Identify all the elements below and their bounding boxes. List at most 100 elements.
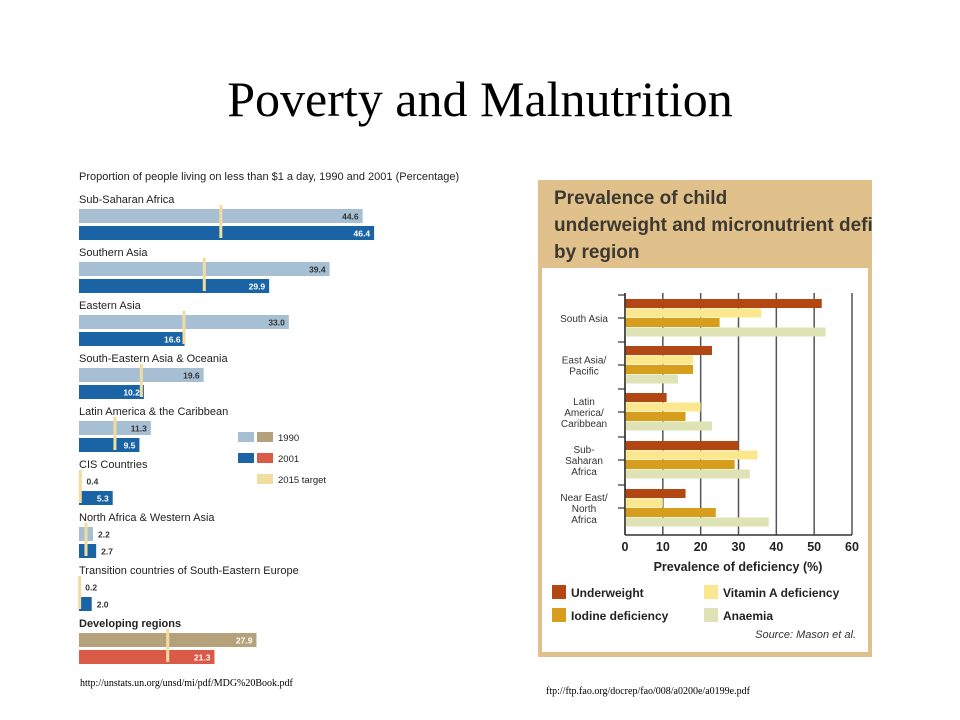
data-label: 29.9 bbox=[249, 282, 266, 292]
legend-label: 1990 bbox=[278, 433, 299, 444]
data-label: 2.2 bbox=[98, 530, 110, 540]
legend-swatch bbox=[257, 432, 273, 442]
category-label: North bbox=[572, 504, 596, 515]
category-label: Caribbean bbox=[561, 419, 607, 430]
legend-label: 2015 target bbox=[278, 475, 326, 486]
bar-2001 bbox=[79, 491, 113, 505]
data-label: 33.0 bbox=[268, 318, 285, 328]
malnutrition-chart: Prevalence of child underweight and micro… bbox=[538, 180, 872, 657]
data-label: 0.2 bbox=[85, 583, 97, 593]
legend-label: Iodine deficiency bbox=[571, 609, 669, 623]
legend-label: Underweight bbox=[571, 586, 644, 600]
data-label: 19.6 bbox=[183, 371, 200, 381]
bar-anaemia bbox=[625, 517, 769, 527]
category-label: Southern Asia bbox=[79, 247, 148, 259]
data-label: 46.4 bbox=[354, 229, 371, 239]
bar-2001 bbox=[79, 226, 375, 240]
legend-swatch bbox=[552, 585, 566, 599]
data-label: 21.3 bbox=[194, 653, 211, 663]
target-marker bbox=[139, 364, 143, 397]
source-note: Source: Mason et al. bbox=[755, 629, 856, 641]
legend-swatch bbox=[704, 585, 718, 599]
bar-vitamin-a-deficiency bbox=[625, 498, 663, 508]
bar-underweight bbox=[625, 299, 822, 308]
bar-underweight bbox=[625, 346, 713, 355]
target-marker bbox=[113, 417, 117, 450]
source-url-left: http://unstats.un.org/unsd/mi/pdf/MDG%20… bbox=[80, 678, 293, 689]
category-label: South-Eastern Asia & Oceania bbox=[79, 353, 228, 365]
bar-2001 bbox=[79, 544, 97, 558]
category-label: Eastern Asia bbox=[79, 300, 142, 312]
data-label: 0.4 bbox=[87, 477, 99, 487]
x-tick-label: 50 bbox=[807, 540, 821, 554]
slide-title: Poverty and Malnutrition bbox=[227, 71, 733, 127]
bar-vitamin-a-deficiency bbox=[625, 402, 701, 412]
data-label: 10.2 bbox=[123, 388, 140, 398]
category-label: Sub- bbox=[573, 445, 594, 456]
legend-swatch bbox=[238, 432, 254, 442]
target-marker bbox=[182, 311, 186, 344]
legend-swatch bbox=[257, 474, 273, 484]
category-label: Saharan bbox=[565, 456, 603, 467]
poverty-chart: Proportion of people living on less than… bbox=[78, 171, 459, 664]
data-label: 11.3 bbox=[131, 424, 147, 434]
bar-vitamin-a-deficiency bbox=[625, 355, 694, 365]
category-label: Developing regions bbox=[79, 618, 181, 630]
data-label: 27.9 bbox=[236, 636, 253, 646]
chart-title-line: underweight and micronutrient deficienci… bbox=[554, 215, 872, 236]
bar-anaemia bbox=[625, 421, 713, 431]
category-label: Latin America & the Caribbean bbox=[79, 406, 228, 418]
data-label: 5.3 bbox=[97, 494, 109, 504]
bar-anaemia bbox=[625, 327, 826, 337]
data-label: 9.5 bbox=[124, 441, 136, 451]
data-label: 39.4 bbox=[309, 265, 326, 275]
target-marker bbox=[84, 523, 88, 556]
bar-iodine-deficiency bbox=[625, 365, 694, 374]
category-label: Near East/ bbox=[560, 493, 607, 504]
legend-swatch bbox=[704, 608, 718, 622]
bar-2001 bbox=[79, 279, 270, 293]
target-marker bbox=[166, 629, 170, 662]
target-marker bbox=[78, 470, 82, 503]
bar-2001 bbox=[79, 597, 92, 611]
x-axis-label: Prevalence of deficiency (%) bbox=[654, 560, 823, 574]
data-label: 2.7 bbox=[101, 547, 113, 557]
category-label: Africa bbox=[571, 515, 597, 526]
category-label: Pacific bbox=[569, 367, 598, 378]
x-tick-label: 40 bbox=[769, 540, 783, 554]
target-marker bbox=[219, 205, 223, 238]
target-marker bbox=[202, 258, 206, 291]
bar-iodine-deficiency bbox=[625, 460, 735, 469]
chart-title-line: by region bbox=[554, 242, 640, 263]
category-label: CIS Countries bbox=[79, 459, 148, 471]
legend-swatch bbox=[257, 453, 273, 463]
data-label: 2.0 bbox=[97, 600, 109, 610]
category-label: South Asia bbox=[560, 314, 608, 325]
category-label: North Africa & Western Asia bbox=[79, 512, 215, 524]
source-url-right: ftp://ftp.fao.org/docrep/fao/008/a0200e/… bbox=[546, 686, 750, 697]
bar-underweight bbox=[625, 441, 739, 450]
bar-underweight bbox=[625, 393, 667, 402]
x-tick-label: 60 bbox=[845, 540, 859, 554]
legend-label: Anaemia bbox=[723, 609, 773, 623]
target-marker bbox=[78, 576, 82, 609]
data-label: 44.6 bbox=[342, 212, 359, 222]
bar-2001 bbox=[79, 385, 144, 399]
bar-2001 bbox=[79, 332, 185, 346]
bar-iodine-deficiency bbox=[625, 412, 686, 421]
category-label: America/ bbox=[564, 408, 604, 419]
bar-vitamin-a-deficiency bbox=[625, 308, 762, 318]
category-label: Africa bbox=[571, 467, 597, 478]
bar-iodine-deficiency bbox=[625, 508, 716, 517]
data-label: 16.6 bbox=[164, 335, 181, 345]
bar-iodine-deficiency bbox=[625, 318, 720, 327]
legend-label: Vitamin A deficiency bbox=[723, 586, 840, 600]
category-label: Transition countries of South-Eastern Eu… bbox=[79, 565, 299, 577]
category-label: Latin bbox=[573, 397, 595, 408]
legend-label: 2001 bbox=[278, 454, 299, 465]
legend-swatch bbox=[552, 608, 566, 622]
x-tick-label: 10 bbox=[656, 540, 670, 554]
category-label: East Asia/ bbox=[562, 356, 607, 367]
bar-2001 bbox=[79, 650, 215, 664]
category-label: Sub-Saharan Africa bbox=[79, 194, 175, 206]
